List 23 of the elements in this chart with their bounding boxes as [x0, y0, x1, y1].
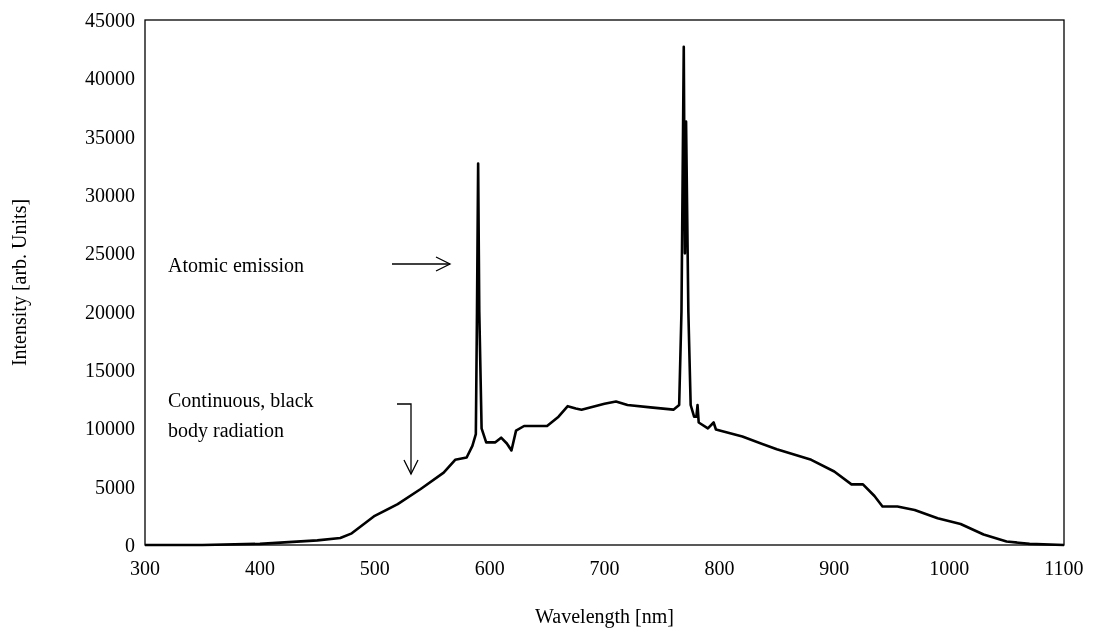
y-tick-label: 35000 [85, 125, 135, 148]
x-tick-label: 800 [704, 557, 735, 579]
y-tick-label: 10000 [85, 417, 135, 440]
x-tick-label: 500 [359, 557, 390, 579]
y-tick-label: 30000 [85, 184, 135, 206]
x-tick-label: 900 [819, 557, 850, 579]
y-tick-label: 0 [125, 534, 135, 556]
annotation: Continuous, black body radiation [168, 389, 314, 442]
x-tick-label: 300 [130, 557, 160, 579]
annotation: Atomic emission [168, 254, 305, 276]
x-tick-label: 400 [244, 557, 275, 579]
y-tick-label: 15000 [85, 359, 135, 381]
y-tick-label: 40000 [85, 67, 135, 90]
y-tick-label: 20000 [85, 300, 135, 323]
x-tick-label: 1000 [929, 557, 970, 579]
y-tick-label: 45000 [85, 9, 135, 31]
y-axis-title: Intensity [arb. Units] [8, 198, 31, 367]
y-tick-label: 5000 [95, 475, 135, 498]
x-tick-label: 600 [474, 557, 505, 579]
x-tick-label: 1100 [1044, 557, 1084, 579]
x-axis-title: Wavelength [nm] [535, 605, 674, 628]
y-tick-label: 25000 [85, 242, 135, 265]
x-tick-label: 700 [589, 557, 620, 579]
